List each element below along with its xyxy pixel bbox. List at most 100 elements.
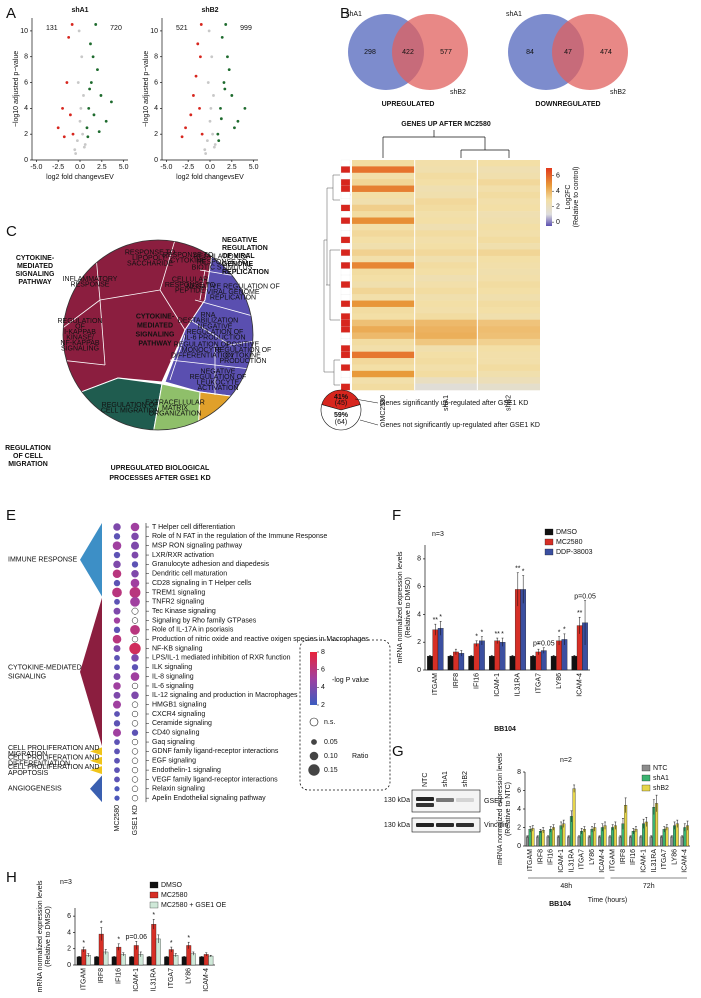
treemap-cell-label: LIPOPOLY-: [132, 255, 168, 262]
x-tick-label: 5.0: [249, 164, 259, 171]
significance-cell: [340, 262, 351, 270]
x-tick-label: IL31RA: [151, 968, 158, 992]
pathway-dot: [112, 587, 122, 598]
x-axis-label: log2 fold changevsEV: [46, 174, 114, 181]
heatmap-cell: [477, 160, 540, 167]
pathway-dot: [131, 532, 139, 541]
point: [77, 29, 81, 33]
panel-label: G: [392, 743, 404, 760]
treemap-group-label: CYTOKINE-: [16, 255, 55, 262]
group-label: APOPTOSIS: [8, 770, 49, 777]
significance-label: *: [152, 912, 155, 919]
pathway-dot: [113, 720, 121, 727]
heatmap-column-label: shB2: [506, 395, 513, 411]
x-tick-label: IL31RA: [568, 849, 575, 873]
point: [180, 135, 184, 139]
heatmap-cell: [414, 217, 478, 225]
point: [82, 94, 85, 97]
pathway-dot: [131, 551, 139, 559]
bar: [129, 956, 135, 966]
legend-box: [299, 639, 391, 791]
pathway-dot: [113, 626, 121, 634]
significance-label: *: [82, 940, 85, 947]
legend-label: n.s.: [324, 719, 335, 726]
bar: [190, 953, 196, 966]
group-marker: [90, 775, 102, 803]
heatmap-cell: [477, 383, 540, 391]
point: [210, 55, 214, 59]
colorbar: [546, 168, 552, 226]
heatmap-cell: [477, 166, 540, 174]
pathway-label: Ceramide signaling: [152, 720, 212, 727]
pathway-dot: [113, 579, 121, 587]
heatmap-cell: [477, 294, 540, 301]
bar: [660, 836, 664, 847]
x-tick-label: LY86: [671, 849, 678, 865]
x-axis-label: Time (hours): [588, 897, 627, 904]
treemap-group-label: MIGRATION: [8, 461, 48, 468]
bar: [494, 640, 501, 671]
treemap-border: [99, 299, 106, 366]
significance-cell: [340, 326, 351, 333]
point: [56, 126, 60, 130]
sample-size: n=3: [60, 879, 72, 886]
heatmap-cell: [477, 204, 540, 212]
significance-label: *: [100, 920, 103, 927]
heatmap-cell: [414, 191, 478, 199]
bar: [670, 836, 674, 847]
heatmap-cell: [477, 236, 540, 244]
x-tick-label: ITGA7: [579, 849, 586, 869]
significance-cell: [340, 332, 351, 340]
point: [212, 94, 215, 97]
y-tick-label: 2: [24, 131, 28, 138]
leader: [359, 419, 379, 426]
bar: [587, 836, 591, 847]
legend-label: shB2: [653, 785, 669, 792]
venn-count: 47: [564, 49, 572, 56]
legend-label: MC2580: [161, 892, 188, 899]
pathway-dot: [114, 767, 120, 773]
treemap-cell-label: CELL MIGRATION: [101, 408, 159, 415]
pathway-dot: [131, 729, 139, 736]
pathway-dot: [131, 748, 139, 755]
protein-label: GSE1: [484, 798, 503, 805]
y-tick-label: 2: [154, 131, 158, 138]
pathway-label: GDNF family ligand-receptor interactions: [152, 748, 279, 755]
treemap-border: [63, 299, 101, 331]
pathway-dot: [130, 596, 140, 607]
pathway-label: T Helper cell differentiation: [152, 524, 235, 531]
point: [211, 132, 215, 136]
heatmap-cell: [414, 211, 478, 218]
point: [219, 106, 222, 110]
x-tick-label: ICAM-1: [558, 849, 565, 873]
pathway-dot: [113, 617, 121, 624]
heatmap-cell: [352, 294, 415, 301]
group-marker: [80, 597, 102, 747]
treemap-outline: [62, 239, 254, 431]
heatmap-cell: [477, 338, 540, 346]
pathway-label: IL-8 signaling: [152, 673, 194, 680]
protein-label: Vinculin: [484, 822, 508, 829]
legend-tick-label: 2: [321, 702, 325, 709]
pathway-label: CD28 signaling in T Helper cells: [152, 580, 252, 587]
point: [224, 23, 228, 26]
bar: [509, 655, 516, 671]
heatmap-cell: [352, 185, 415, 193]
point: [222, 81, 226, 84]
heatmap-cell: [414, 351, 478, 359]
panel-label: B: [340, 5, 350, 22]
bar: [488, 655, 495, 671]
x-tick-label: 5.0: [119, 164, 129, 171]
significance-cell: [340, 313, 351, 321]
y-axis-label: −log10 adjusted p−value: [13, 51, 20, 127]
treemap-cell-label: ORGANIZATION: [149, 410, 202, 417]
size-swatch: [309, 751, 319, 761]
pathway-label: Endothelin-1 signaling: [152, 767, 221, 774]
pathway-dot: [131, 570, 139, 578]
pathway-dot: [114, 664, 120, 671]
heatmap-cell: [352, 255, 415, 263]
heatmap-cell: [352, 262, 415, 269]
pathway-dot: [129, 587, 141, 598]
significance-cell: [340, 198, 351, 206]
y-tick-label: 2: [67, 946, 71, 953]
